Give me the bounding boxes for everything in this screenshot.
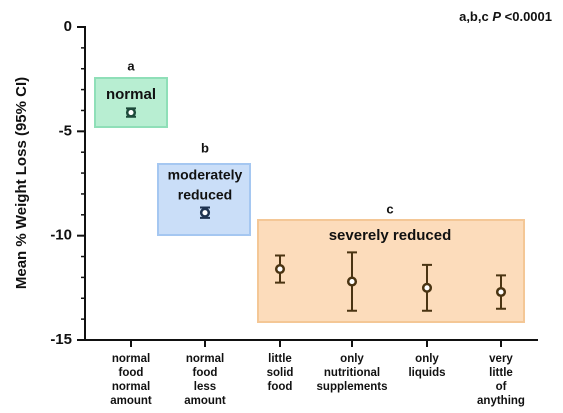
group-box <box>94 77 168 128</box>
sig-groups: a,b,c <box>459 9 489 24</box>
group-letter: a <box>127 58 135 73</box>
sig-stat: P <box>492 9 501 24</box>
group-label: moderately <box>168 167 243 183</box>
point <box>346 276 358 287</box>
group-letter: c <box>386 201 393 216</box>
group-letter: b <box>201 140 209 155</box>
x-tick-label: amount <box>184 395 226 407</box>
x-tick-label: food <box>268 381 293 393</box>
group-label: reduced <box>178 187 232 203</box>
group-box <box>157 163 251 236</box>
x-tick-label: liquids <box>408 367 445 379</box>
x-tick-label: little <box>489 367 513 379</box>
x-tick-label: only <box>340 353 364 365</box>
y-tick-label: -15 <box>50 331 72 348</box>
group-label: severely reduced <box>329 227 452 244</box>
x-tick-label: only <box>415 353 439 365</box>
x-tick-label: anything <box>477 395 525 407</box>
point <box>274 264 286 275</box>
group-label: normal <box>106 86 156 103</box>
x-tick-label: normal <box>186 353 224 365</box>
x-tick-label: of <box>496 381 507 393</box>
x-tick-label: less <box>194 381 216 393</box>
x-tick-label: food <box>193 367 218 379</box>
x-tick-label: normal <box>112 353 150 365</box>
point <box>421 282 433 293</box>
y-tick-label: 0 <box>64 18 72 35</box>
sig-value: <0.0001 <box>505 9 552 24</box>
y-axis-label: Mean % Weight Loss (95% CI) <box>13 77 30 289</box>
x-tick-label: nutritional <box>324 367 380 379</box>
group-box <box>257 219 525 323</box>
x-tick-label: amount <box>110 395 152 407</box>
x-tick-label: supplements <box>317 381 388 393</box>
x-tick-label: food <box>119 367 144 379</box>
point <box>199 207 211 218</box>
x-tick-label: normal <box>112 381 150 393</box>
point <box>125 107 137 118</box>
point <box>495 286 507 298</box>
x-tick-label: little <box>268 353 292 365</box>
significance: a,b,c P <0.0001 <box>459 9 552 24</box>
y-tick-label: -5 <box>59 122 72 139</box>
y-tick-label: -10 <box>50 227 72 244</box>
x-tick-label: very <box>489 353 513 365</box>
x-tick-label: solid <box>267 367 294 379</box>
